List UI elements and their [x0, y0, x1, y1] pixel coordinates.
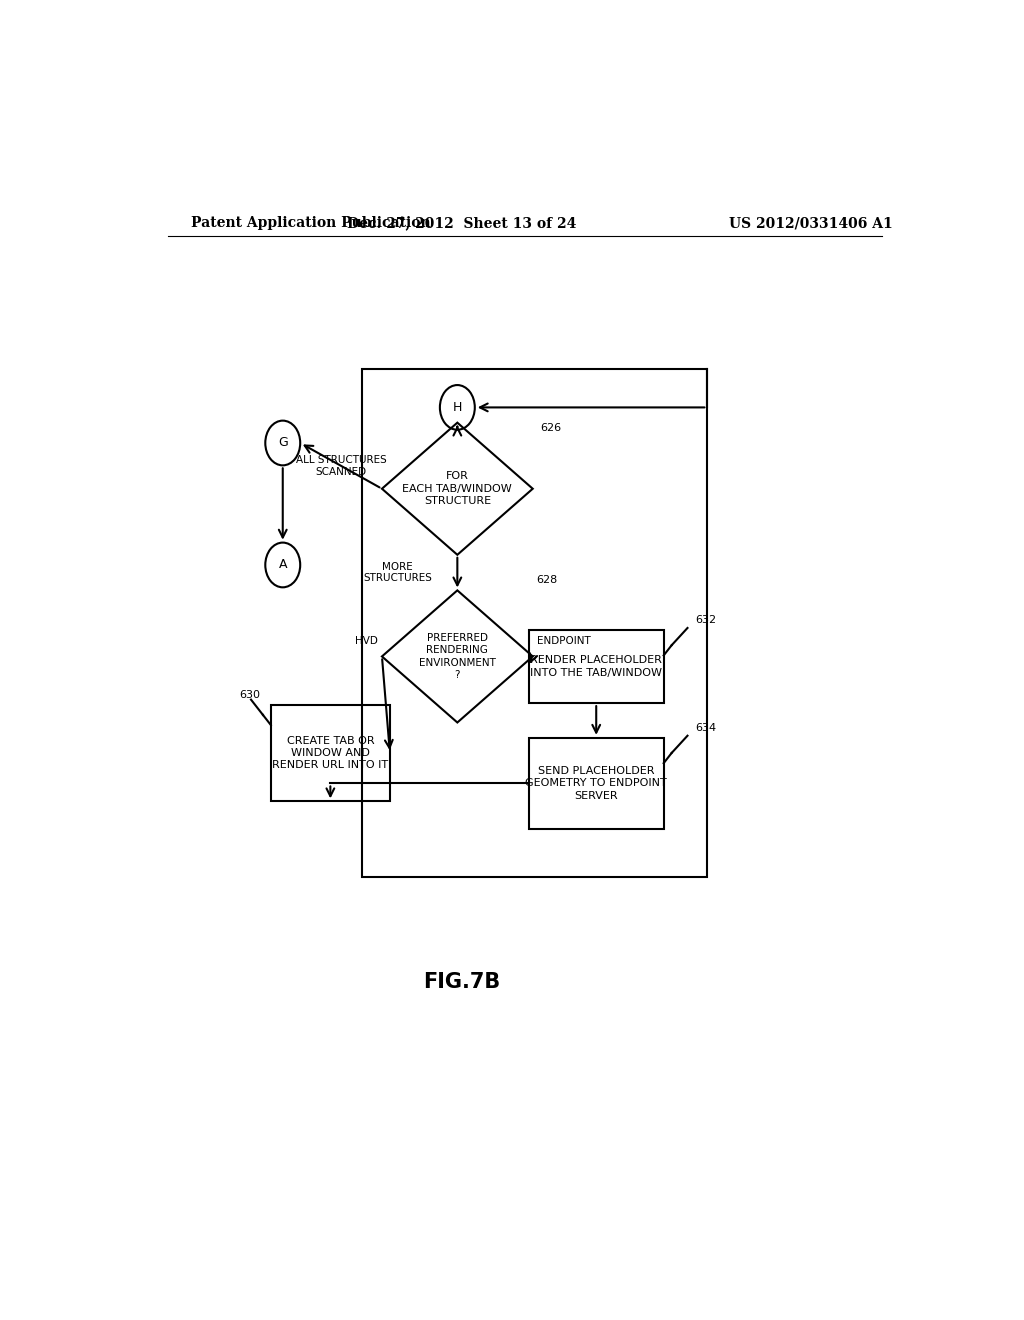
Text: SEND PLACEHOLDER
GEOMETRY TO ENDPOINT
SERVER: SEND PLACEHOLDER GEOMETRY TO ENDPOINT SE…: [525, 766, 667, 801]
Bar: [362, 368, 708, 876]
Text: Dec. 27, 2012  Sheet 13 of 24: Dec. 27, 2012 Sheet 13 of 24: [347, 216, 575, 231]
Text: MORE
STRUCTURES: MORE STRUCTURES: [364, 562, 432, 583]
Bar: [528, 738, 664, 829]
Text: ENDPOINT: ENDPOINT: [537, 636, 591, 647]
Text: CREATE TAB OR
WINDOW AND
RENDER URL INTO IT: CREATE TAB OR WINDOW AND RENDER URL INTO…: [272, 735, 388, 771]
Text: 632: 632: [695, 615, 717, 624]
Text: 628: 628: [537, 576, 558, 585]
Text: US 2012/0331406 A1: US 2012/0331406 A1: [729, 216, 892, 231]
Bar: [528, 630, 664, 704]
Text: 634: 634: [695, 722, 717, 733]
Text: Patent Application Publication: Patent Application Publication: [191, 216, 431, 231]
Text: PREFERRED
RENDERING
ENVIRONMENT
?: PREFERRED RENDERING ENVIRONMENT ?: [419, 632, 496, 680]
Text: 626: 626: [541, 422, 562, 433]
Text: HVD: HVD: [355, 636, 378, 647]
Text: FIG.7B: FIG.7B: [423, 972, 500, 991]
Text: 630: 630: [239, 689, 260, 700]
Text: ALL STRUCTURES
SCANNED: ALL STRUCTURES SCANNED: [296, 455, 386, 477]
Text: FOR
EACH TAB/WINDOW
STRUCTURE: FOR EACH TAB/WINDOW STRUCTURE: [402, 471, 512, 506]
Text: H: H: [453, 401, 462, 414]
Bar: [270, 705, 390, 801]
Text: RENDER PLACEHOLDER
INTO THE TAB/WINDOW: RENDER PLACEHOLDER INTO THE TAB/WINDOW: [530, 656, 663, 677]
Text: G: G: [278, 437, 288, 450]
Text: A: A: [279, 558, 287, 572]
